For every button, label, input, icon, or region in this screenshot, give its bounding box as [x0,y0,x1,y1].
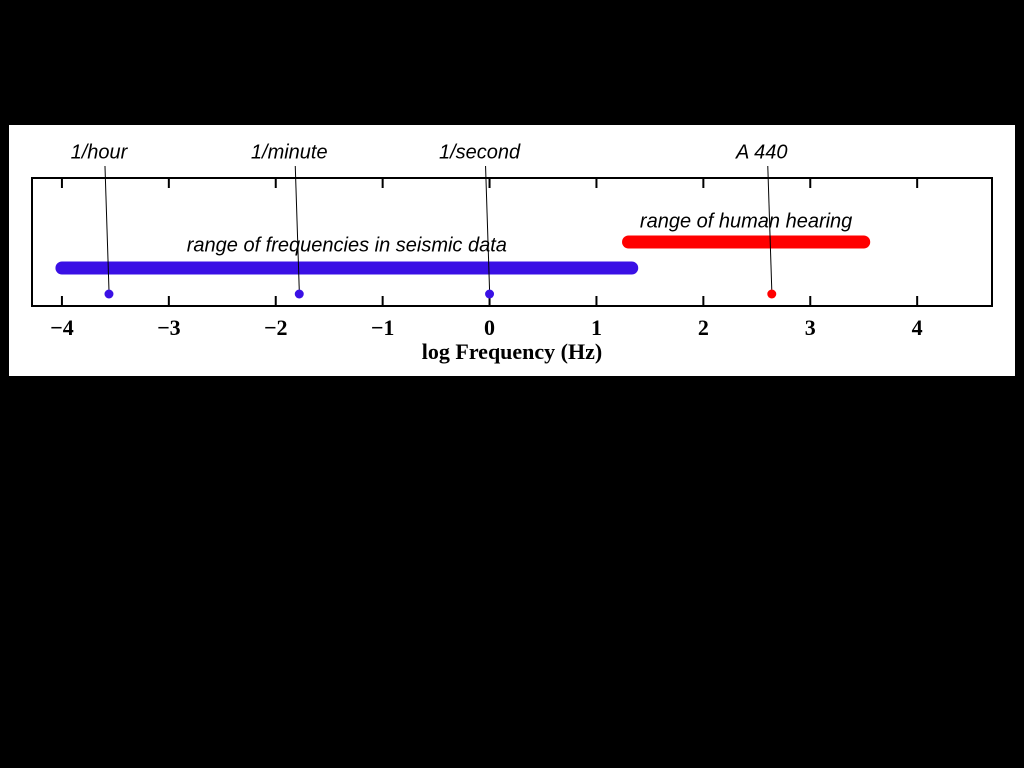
point [485,289,495,299]
point [104,289,114,299]
point-label: 1/second [439,141,521,163]
x-tick-label: 1 [591,315,602,340]
leader-line [767,165,773,291]
range-label: range of frequencies in seismic data [187,234,507,256]
point [767,289,777,299]
leader-line [294,165,300,291]
x-tick-label: 0 [484,315,495,340]
x-tick-label: −1 [371,315,395,340]
leader-line [104,165,110,291]
x-tick-label: 3 [805,315,816,340]
x-tick-label: −4 [50,315,74,340]
x-tick-label: −2 [264,315,288,340]
panel [9,125,1015,376]
point-label: 1/minute [251,141,328,163]
x-tick-label: 4 [912,315,923,340]
x-tick-label: 2 [698,315,709,340]
leader-line [485,165,491,291]
plot-frame [31,177,993,307]
x-tick-label: −3 [157,315,181,340]
point [294,289,304,299]
point-label: A 440 [735,141,788,163]
x-axis-label: log Frequency (Hz) [422,339,602,364]
point-label: 1/hour [71,141,129,163]
range-label: range of human hearing [640,210,852,232]
